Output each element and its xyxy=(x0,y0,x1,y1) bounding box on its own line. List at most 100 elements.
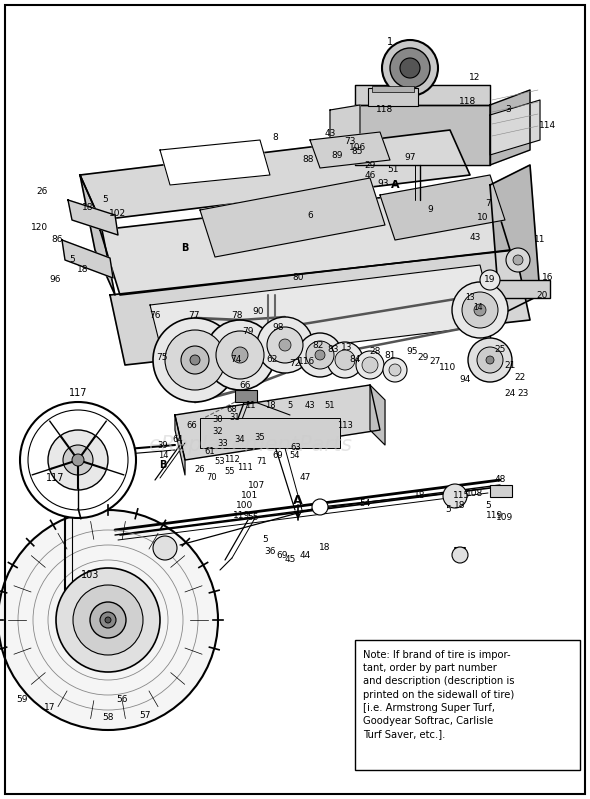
Text: 21: 21 xyxy=(504,360,516,369)
Text: 22: 22 xyxy=(514,373,526,383)
Text: 89: 89 xyxy=(331,150,343,160)
Text: 83: 83 xyxy=(327,345,339,355)
Text: 26: 26 xyxy=(195,466,205,475)
Polygon shape xyxy=(310,132,390,168)
Text: 43: 43 xyxy=(324,129,336,137)
Polygon shape xyxy=(175,415,185,475)
Text: 6: 6 xyxy=(307,210,313,220)
Polygon shape xyxy=(80,175,115,295)
Bar xyxy=(200,418,340,448)
Text: Note: If brand of tire is impor-
tant, order by part number
and description (des: Note: If brand of tire is impor- tant, o… xyxy=(363,650,514,739)
Text: 73: 73 xyxy=(344,137,356,146)
Polygon shape xyxy=(62,240,113,278)
Text: 120: 120 xyxy=(31,224,48,233)
Circle shape xyxy=(279,339,291,351)
Polygon shape xyxy=(355,105,490,165)
Text: 72: 72 xyxy=(289,359,301,368)
Polygon shape xyxy=(370,385,385,445)
Text: 33: 33 xyxy=(218,439,228,447)
Text: 113: 113 xyxy=(337,420,353,430)
Text: 18: 18 xyxy=(414,491,426,499)
Circle shape xyxy=(63,445,93,475)
Circle shape xyxy=(362,357,378,373)
Circle shape xyxy=(267,327,303,363)
Text: 18: 18 xyxy=(319,543,331,552)
Circle shape xyxy=(477,347,503,373)
Text: 31: 31 xyxy=(230,414,240,423)
Text: 107: 107 xyxy=(248,480,266,490)
Circle shape xyxy=(257,317,313,373)
Circle shape xyxy=(462,292,498,328)
Polygon shape xyxy=(355,85,490,105)
Text: 78: 78 xyxy=(231,311,242,320)
Text: 116: 116 xyxy=(299,357,316,367)
Text: 119: 119 xyxy=(486,511,504,519)
Polygon shape xyxy=(100,185,510,295)
Text: 98: 98 xyxy=(272,323,284,332)
Text: 32: 32 xyxy=(212,427,223,436)
Text: 64: 64 xyxy=(173,435,183,444)
Text: B: B xyxy=(181,243,189,253)
Text: 117: 117 xyxy=(46,473,64,483)
Text: 12: 12 xyxy=(469,74,481,82)
Circle shape xyxy=(480,270,500,290)
Text: 11: 11 xyxy=(535,236,546,244)
Bar xyxy=(368,88,418,106)
Text: 69: 69 xyxy=(273,451,283,459)
Circle shape xyxy=(73,585,143,655)
Circle shape xyxy=(383,358,407,382)
Polygon shape xyxy=(160,140,270,185)
Text: 71: 71 xyxy=(257,458,267,467)
Circle shape xyxy=(452,282,508,338)
Text: 100: 100 xyxy=(237,500,254,510)
Text: 13: 13 xyxy=(341,344,353,352)
Text: 111: 111 xyxy=(237,463,253,472)
Polygon shape xyxy=(490,165,540,315)
Circle shape xyxy=(0,510,218,730)
Text: 57: 57 xyxy=(139,710,151,720)
Text: A: A xyxy=(293,494,303,507)
Text: 62: 62 xyxy=(266,356,278,364)
Bar xyxy=(372,86,414,92)
Text: 82: 82 xyxy=(312,340,324,349)
Text: 77: 77 xyxy=(188,311,200,320)
Circle shape xyxy=(181,346,209,374)
Text: 61: 61 xyxy=(205,447,215,456)
Text: 54: 54 xyxy=(290,451,300,459)
Text: 74: 74 xyxy=(230,356,242,364)
Text: 69: 69 xyxy=(276,551,288,559)
Text: 94: 94 xyxy=(459,376,471,384)
Text: 7: 7 xyxy=(485,198,491,208)
Text: 11: 11 xyxy=(245,400,255,410)
Text: 30: 30 xyxy=(212,415,223,424)
Text: 28: 28 xyxy=(369,348,381,356)
Text: 19: 19 xyxy=(484,276,496,284)
Circle shape xyxy=(400,58,420,78)
Circle shape xyxy=(100,612,116,628)
Text: 63: 63 xyxy=(291,443,301,452)
Circle shape xyxy=(513,255,523,265)
Text: 16: 16 xyxy=(542,273,554,283)
Text: 43: 43 xyxy=(304,400,315,410)
Text: B: B xyxy=(159,460,167,470)
Circle shape xyxy=(356,351,384,379)
Text: 18: 18 xyxy=(77,265,88,275)
Text: 5: 5 xyxy=(69,256,75,264)
Text: 54: 54 xyxy=(359,499,371,507)
Polygon shape xyxy=(490,90,530,165)
Circle shape xyxy=(190,355,200,365)
Text: 97: 97 xyxy=(404,153,416,162)
Text: 34: 34 xyxy=(235,435,245,444)
Circle shape xyxy=(216,331,264,379)
Text: 118: 118 xyxy=(376,105,394,114)
Text: 29: 29 xyxy=(364,161,376,169)
Text: 79: 79 xyxy=(242,328,254,336)
Text: 103: 103 xyxy=(81,570,99,580)
Text: 1: 1 xyxy=(387,37,393,47)
Text: 118: 118 xyxy=(460,97,477,106)
Text: 5: 5 xyxy=(287,400,293,410)
Text: 13: 13 xyxy=(465,293,475,303)
Circle shape xyxy=(468,338,512,382)
Text: 24: 24 xyxy=(504,388,516,397)
Text: 8: 8 xyxy=(272,133,278,141)
